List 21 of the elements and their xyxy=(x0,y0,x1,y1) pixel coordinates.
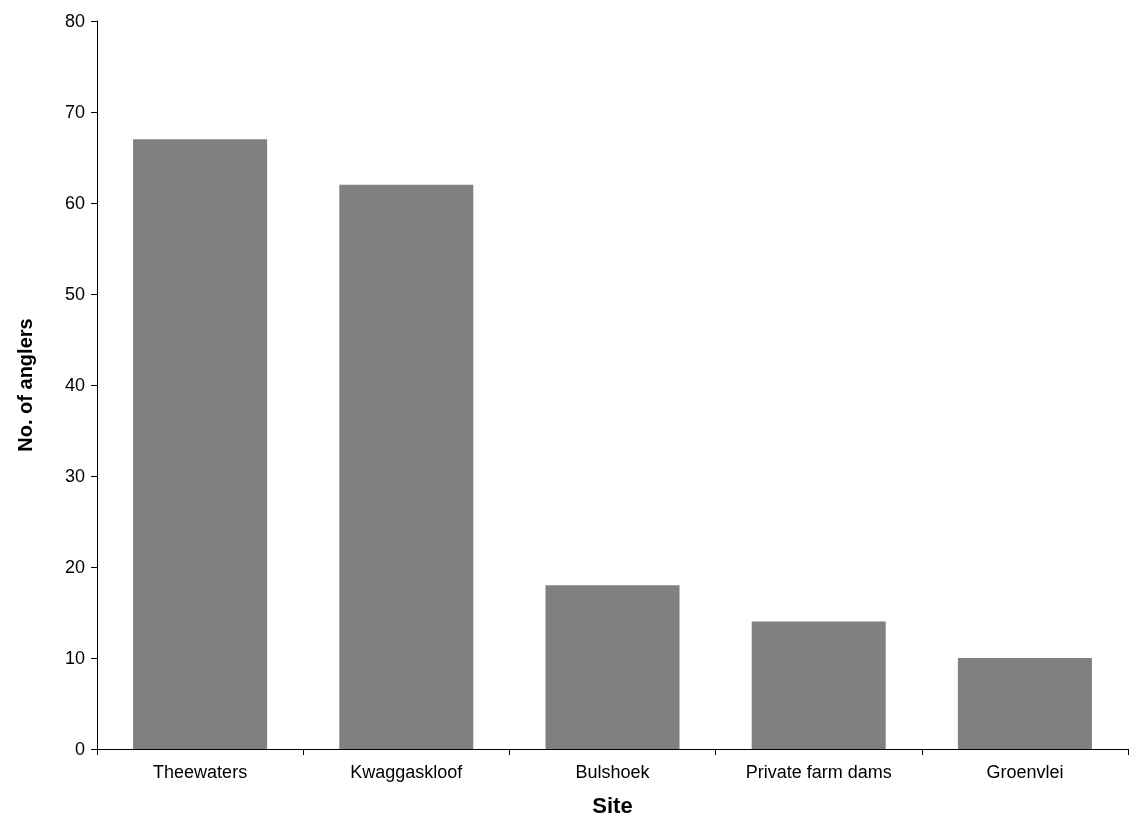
y-axis-title: No. of anglers xyxy=(14,318,36,452)
bar xyxy=(133,139,268,749)
y-tick-label: 80 xyxy=(64,11,85,31)
y-tick-label: 20 xyxy=(64,557,85,577)
x-tick-label: Theewaters xyxy=(153,762,248,782)
x-axis-title: Site xyxy=(592,792,633,818)
y-tick-label: 50 xyxy=(64,284,85,304)
x-tick-label: Bulshoek xyxy=(575,762,651,782)
bar xyxy=(339,184,474,749)
y-tick-label: 40 xyxy=(64,375,85,395)
y-tick-label: 70 xyxy=(64,102,85,122)
y-tick-label: 0 xyxy=(74,739,85,759)
y-tick-label: 10 xyxy=(64,648,85,668)
y-tick-label: 60 xyxy=(64,193,85,213)
x-tick-label: Kwaggaskloof xyxy=(350,762,464,782)
y-tick-label: 30 xyxy=(64,466,85,486)
x-tick-label: Groenvlei xyxy=(986,762,1064,782)
x-tick-label: Private farm dams xyxy=(745,762,892,782)
bar xyxy=(545,585,680,749)
bar xyxy=(957,658,1092,749)
bar xyxy=(751,621,886,749)
